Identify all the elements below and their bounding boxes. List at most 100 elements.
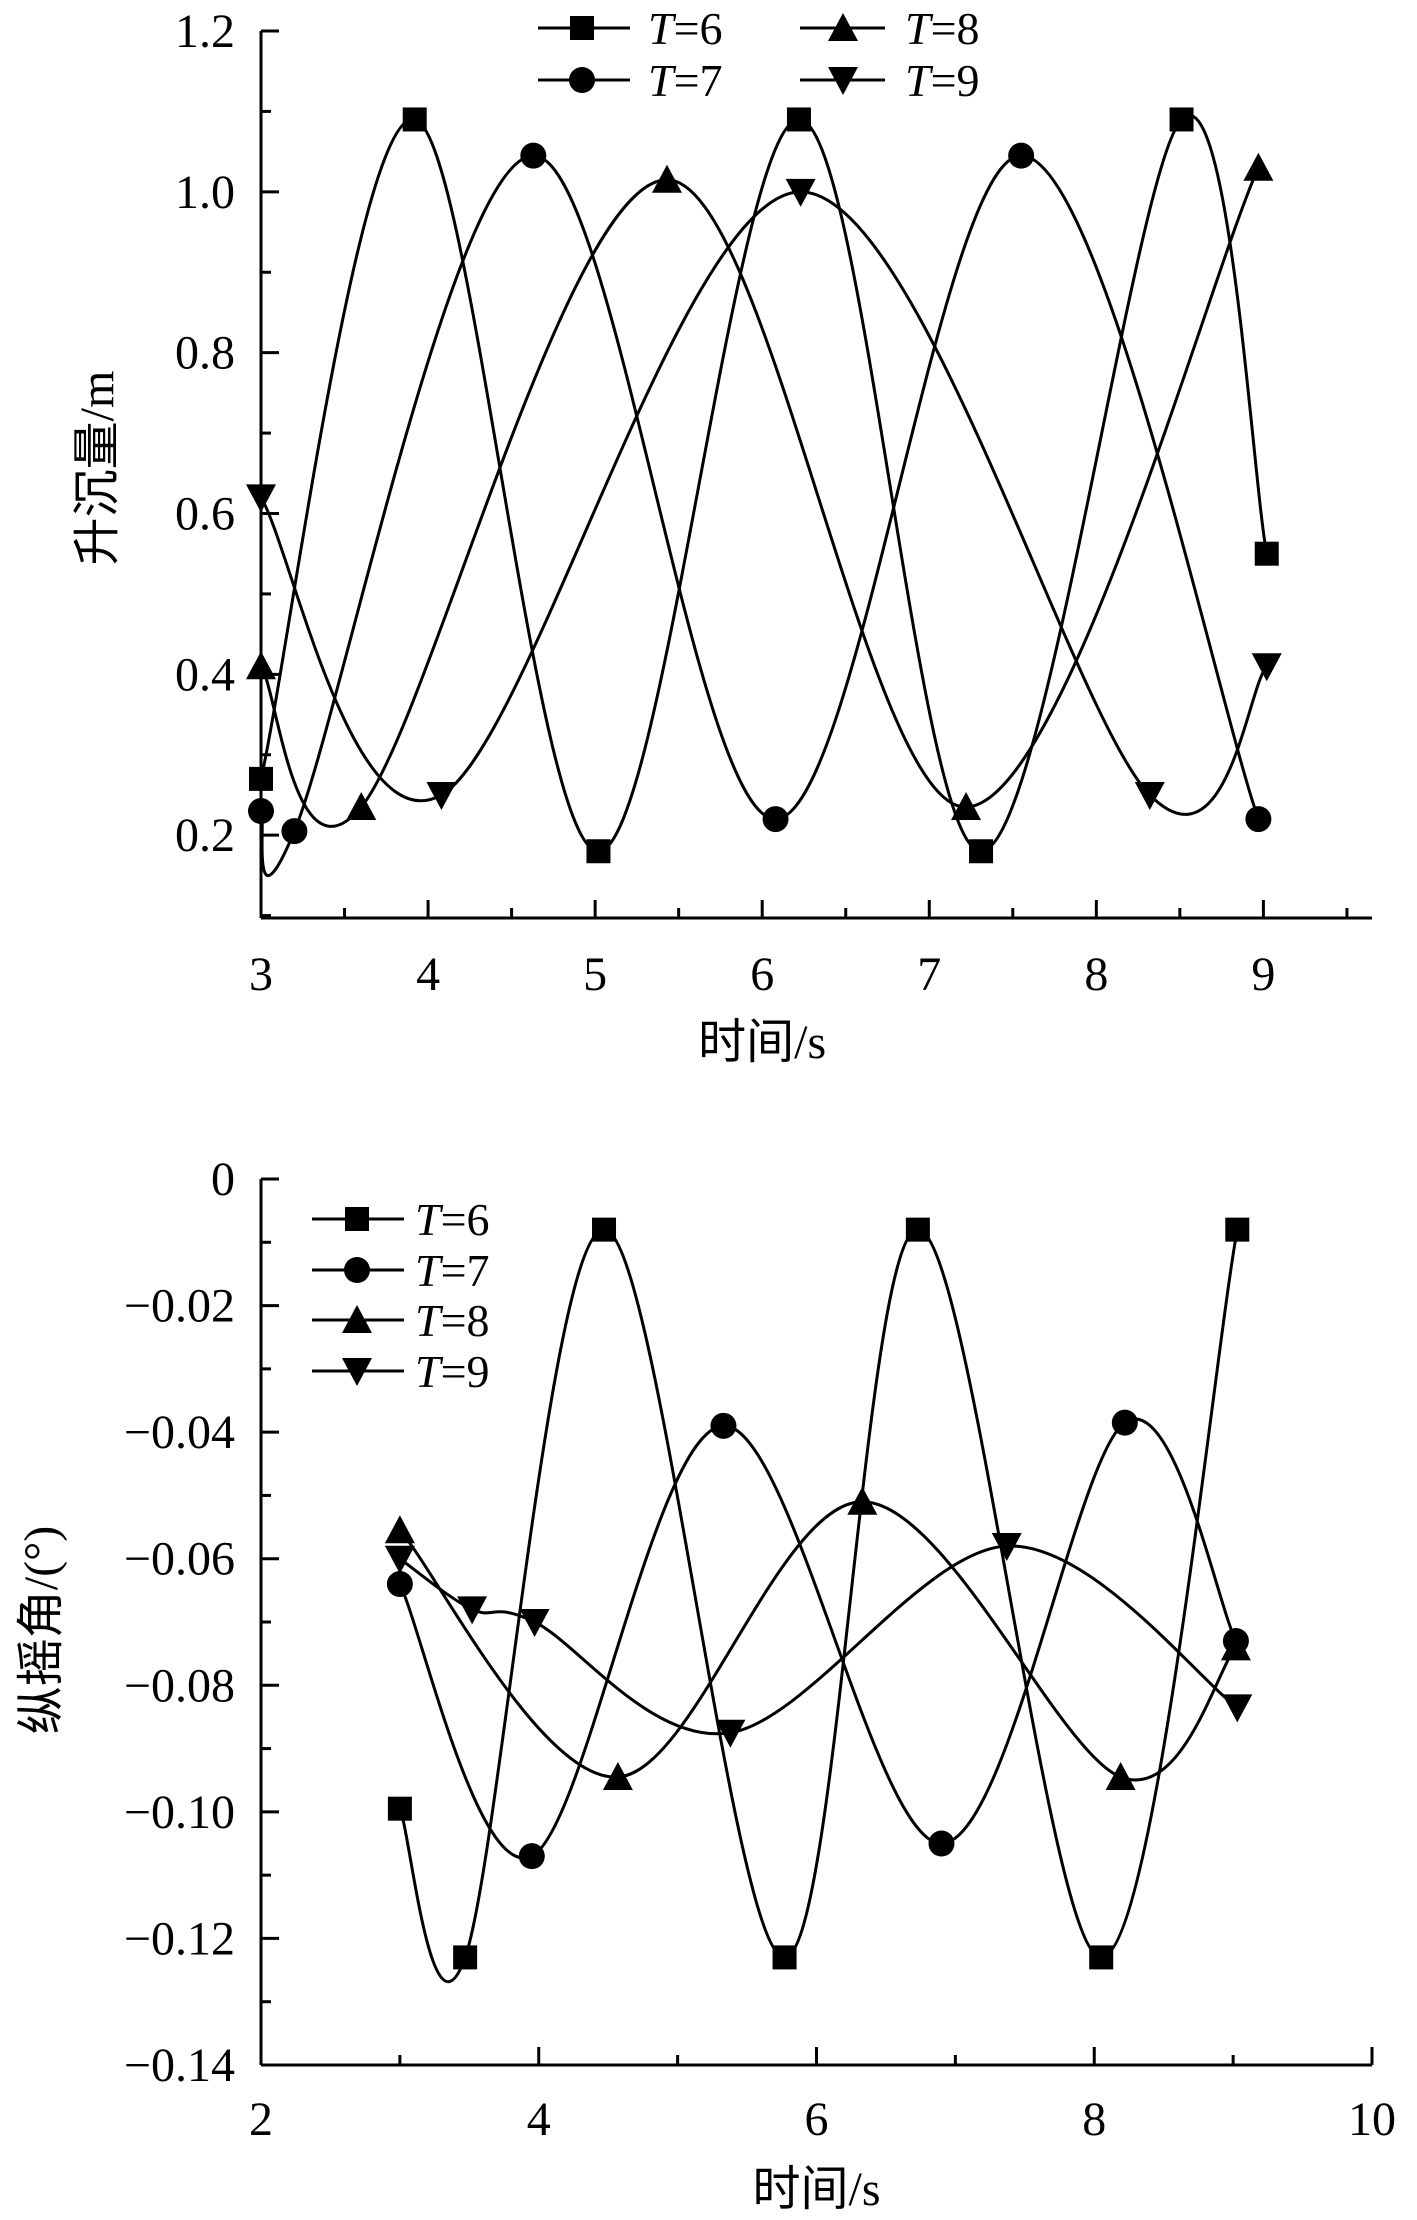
y-tick-label: −0.10	[124, 1786, 235, 1839]
series-T=8	[384, 1486, 1251, 1791]
y-tick-label: 0.8	[175, 327, 235, 380]
data-point-triangle-up	[1220, 1632, 1251, 1661]
data-point-triangle-down	[1134, 781, 1165, 810]
legend-label-value: =6	[441, 1194, 490, 1245]
data-point-circle	[520, 142, 547, 169]
data-point-triangle-down	[519, 1609, 550, 1637]
series-T=6	[387, 1217, 1250, 1983]
y-axis-label: 纵摇角/(°)	[15, 1526, 68, 1735]
legend-label: T=7	[415, 1245, 490, 1296]
x-tick-label: 7	[917, 948, 941, 1001]
series-line	[398, 1500, 1238, 1782]
data-point-square	[772, 1945, 797, 1970]
legend-item: T=8	[312, 1295, 490, 1346]
legend-item: T=7	[538, 55, 723, 106]
legend-marker-triangle-down	[342, 1358, 372, 1386]
legend-label: T=8	[905, 3, 980, 54]
legend-marker-triangle-up	[828, 13, 858, 41]
data-point-square	[1254, 541, 1279, 566]
y-tick-label: −0.08	[124, 1659, 235, 1712]
x-tick-label: 8	[1082, 2093, 1106, 2146]
series-T=7	[386, 1409, 1249, 1870]
data-point-triangle-up	[384, 1515, 415, 1544]
series-line	[259, 190, 1268, 816]
legend-label: T=6	[648, 3, 723, 54]
legend-label: T=8	[415, 1295, 490, 1346]
data-point-square	[1089, 1945, 1114, 1970]
x-tick-label: 8	[1084, 948, 1108, 1001]
data-point-circle	[518, 1843, 545, 1870]
x-tick-label: 6	[750, 948, 774, 1001]
legend-label-var: T	[415, 1245, 444, 1296]
y-tick-label: 0.2	[175, 809, 235, 862]
legend-label-value: =9	[441, 1346, 490, 1397]
legend-label-value: =8	[441, 1295, 490, 1346]
series-T=6	[249, 107, 1279, 864]
data-point-square	[1225, 1217, 1250, 1242]
x-tick-label: 2	[249, 2093, 273, 2146]
legend-label-value: =8	[931, 3, 980, 54]
x-tick-label: 3	[249, 948, 273, 1001]
series-line	[398, 1228, 1239, 1983]
legend-marker-square	[345, 1207, 369, 1231]
y-axis-label: 升沉量/m	[71, 371, 124, 566]
data-point-circle	[1111, 1409, 1138, 1436]
legend-label-value: =7	[441, 1245, 490, 1296]
data-point-circle	[1008, 142, 1035, 169]
data-point-square	[387, 1796, 412, 1821]
legend-label-var: T	[648, 55, 677, 106]
data-point-square	[786, 107, 811, 132]
data-point-triangle-down	[991, 1533, 1022, 1562]
data-point-circle	[928, 1830, 955, 1857]
legend-marker-circle	[344, 1257, 370, 1283]
x-axis-label: 时间/s	[698, 1016, 826, 1069]
series-T=8	[246, 152, 1274, 828]
series-T=9	[246, 178, 1282, 816]
data-point-square	[592, 1217, 617, 1242]
data-point-circle	[281, 818, 308, 845]
legend-marker-square	[570, 16, 594, 40]
data-point-triangle-up	[1243, 152, 1274, 181]
legend-label-var: T	[415, 1346, 444, 1397]
data-point-triangle-down	[457, 1596, 488, 1625]
y-tick-label: −0.04	[124, 1406, 235, 1459]
legend-marker-circle	[569, 67, 595, 93]
y-tick-label: −0.12	[124, 1912, 235, 1965]
legend-label: T=9	[905, 55, 980, 106]
legend-label: T=6	[415, 1194, 490, 1245]
data-point-square	[969, 839, 994, 864]
data-point-triangle-down	[426, 781, 457, 810]
legend-label-var: T	[415, 1295, 444, 1346]
data-point-triangle-down	[1251, 653, 1282, 682]
legend-label-var: T	[905, 3, 934, 54]
data-point-square	[1169, 107, 1194, 132]
data-point-triangle-down	[1222, 1694, 1253, 1723]
y-tick-label: −0.06	[124, 1533, 235, 1586]
data-point-square	[905, 1217, 930, 1242]
data-point-triangle-up	[1105, 1762, 1136, 1791]
data-point-circle	[1245, 806, 1272, 833]
series-line	[259, 154, 1260, 878]
legend-label-var: T	[415, 1194, 444, 1245]
legend-marker-triangle-up	[342, 1305, 372, 1333]
data-point-circle	[386, 1571, 413, 1598]
y-tick-label: −0.02	[124, 1280, 235, 1333]
data-point-triangle-up	[651, 164, 682, 193]
legend-marker-triangle-down	[828, 67, 858, 95]
series-T=9	[384, 1533, 1253, 1748]
legend-label-var: T	[648, 3, 677, 54]
chart-1: 0.20.40.60.81.01.23 4 5 6 7 8 9时间/s升沉量/mT=6T=7…	[71, 3, 1372, 1069]
legend-item: T=9	[312, 1346, 490, 1397]
y-tick-label: 0	[211, 1153, 235, 1206]
y-tick-label: 1.0	[175, 166, 235, 219]
chart-2: 0 −0.02 −0.04 −0.06 −0.08 −0.10 −0.12 −0.14 2 4 6 8…	[15, 1153, 1396, 2216]
series-line	[398, 1417, 1238, 1860]
data-point-triangle-up	[246, 651, 276, 680]
x-axis-label: 时间/s	[752, 2163, 880, 2216]
series-T=7	[248, 142, 1272, 878]
data-point-triangle-up	[951, 792, 982, 821]
data-point-triangle-down	[246, 484, 276, 513]
data-point-circle	[248, 798, 274, 825]
data-point-triangle-down	[715, 1719, 746, 1748]
